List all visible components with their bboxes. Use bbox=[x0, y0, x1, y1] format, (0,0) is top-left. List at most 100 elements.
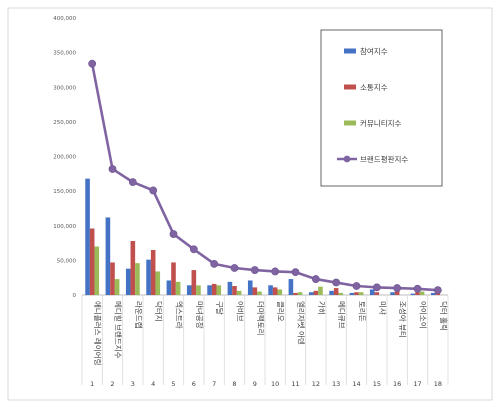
bar-3-12 bbox=[318, 286, 323, 295]
x-tick-label: 4 bbox=[151, 380, 155, 388]
bar-2-11 bbox=[293, 292, 298, 295]
legend-label: 커뮤니티지수 bbox=[360, 119, 401, 128]
y-tick-label: 250,000 bbox=[53, 120, 76, 126]
legend-swatch-3 bbox=[344, 120, 356, 126]
x-category-label: 클리오 bbox=[276, 301, 285, 322]
x-category-label: 가히 bbox=[317, 301, 327, 315]
bar-1-7 bbox=[207, 285, 212, 295]
line-point-18 bbox=[433, 286, 442, 295]
bar-1-5 bbox=[166, 280, 172, 295]
x-tick-label: 3 bbox=[131, 380, 135, 388]
line-point-13 bbox=[332, 278, 341, 287]
bar-3-1 bbox=[94, 246, 100, 295]
y-tick-label: 0 bbox=[73, 293, 77, 299]
bar-2-13 bbox=[333, 288, 339, 295]
bar-3-13 bbox=[338, 292, 344, 295]
line-point-14 bbox=[352, 282, 361, 290]
bar-2-15 bbox=[374, 292, 380, 295]
bar-1-9 bbox=[247, 280, 253, 295]
line-point-8 bbox=[230, 264, 239, 272]
y-tick-label: 200,000 bbox=[53, 155, 76, 161]
line-point-9 bbox=[250, 266, 259, 274]
line-point-15 bbox=[372, 283, 381, 292]
line-point-6 bbox=[189, 245, 198, 254]
x-category-label: 엑스트라 bbox=[175, 301, 185, 329]
bar-1-16 bbox=[390, 292, 395, 295]
line-point-16 bbox=[393, 284, 402, 292]
line-point-3 bbox=[128, 178, 137, 187]
legend-swatch-marker bbox=[343, 155, 351, 163]
x-tick-label: 18 bbox=[434, 380, 442, 388]
bar-1-11 bbox=[288, 279, 294, 295]
bar-2-8 bbox=[232, 285, 237, 295]
bar-1-17 bbox=[410, 293, 416, 295]
line-point-12 bbox=[311, 275, 320, 283]
bar-2-14 bbox=[354, 292, 359, 295]
legend-swatch-1 bbox=[344, 48, 356, 54]
bar-3-3 bbox=[135, 263, 140, 295]
bar-3-5 bbox=[175, 281, 181, 295]
x-category-label: 더마팩토리 bbox=[256, 301, 266, 336]
bar-3-9 bbox=[257, 291, 262, 295]
legend-label: 소통지수 bbox=[360, 83, 388, 92]
bar-3-14 bbox=[358, 292, 364, 295]
legend-label: 브랜드평판지수 bbox=[360, 154, 408, 164]
bar-2-7 bbox=[211, 283, 217, 295]
y-tick-label: 150,000 bbox=[53, 189, 76, 195]
x-tick-label: 9 bbox=[253, 380, 257, 388]
bar-3-2 bbox=[114, 279, 120, 295]
bar-3-11 bbox=[297, 292, 303, 295]
bar-1-1 bbox=[85, 178, 90, 295]
x-tick-label: 12 bbox=[312, 380, 320, 388]
x-tick-label: 7 bbox=[212, 380, 216, 388]
x-category-label: 닥터지 bbox=[154, 301, 164, 322]
bar-1-10 bbox=[268, 285, 273, 295]
bar-1-18 bbox=[430, 292, 436, 295]
bar-2-2 bbox=[110, 262, 115, 295]
bar-2-10 bbox=[272, 287, 278, 295]
line-point-11 bbox=[291, 268, 300, 277]
x-tick-label: 14 bbox=[352, 380, 360, 388]
bar-2-1 bbox=[89, 228, 95, 295]
x-category-label: 아비브 bbox=[236, 301, 246, 322]
bar-2-6 bbox=[191, 270, 197, 295]
x-category-label: 엘리자벳 아덴 bbox=[297, 301, 307, 345]
x-category-label: 조성아 뷰티 bbox=[398, 301, 408, 338]
x-tick-label: 2 bbox=[110, 380, 114, 388]
bar-1-12 bbox=[308, 292, 314, 295]
x-tick-label: 6 bbox=[192, 380, 196, 388]
y-tick-label: 300,000 bbox=[53, 85, 76, 91]
x-category-label: 라운드랩 bbox=[134, 301, 143, 329]
line-point-2 bbox=[108, 165, 117, 173]
bar-3-4 bbox=[155, 271, 161, 295]
line-point-7 bbox=[210, 259, 219, 268]
x-tick-label: 5 bbox=[171, 380, 175, 388]
x-category-label: 토리든 bbox=[358, 301, 367, 322]
x-tick-label: 8 bbox=[232, 380, 236, 388]
bar-3-10 bbox=[277, 289, 283, 295]
x-tick-label: 10 bbox=[271, 380, 279, 388]
bar-2-17 bbox=[415, 292, 420, 295]
bar-2-4 bbox=[150, 249, 156, 295]
legend-label: 참여지수 bbox=[360, 46, 388, 56]
y-tick-label: 50,000 bbox=[57, 258, 77, 264]
x-tick-label: 1 bbox=[90, 380, 94, 388]
bar-3-8 bbox=[236, 290, 242, 295]
x-tick-label: 17 bbox=[413, 380, 421, 388]
bar-1-8 bbox=[227, 281, 233, 295]
x-category-label: 구달 bbox=[215, 301, 224, 315]
bar-1-15 bbox=[369, 289, 375, 295]
x-tick-label: 15 bbox=[373, 380, 381, 388]
bar-2-5 bbox=[171, 262, 176, 295]
line-point-17 bbox=[413, 284, 422, 293]
bar-1-3 bbox=[125, 268, 131, 295]
bar-1-6 bbox=[186, 285, 192, 295]
x-category-label: 애니플러스 레이어링 bbox=[93, 301, 103, 365]
x-tick-label: 11 bbox=[291, 380, 299, 388]
x-category-label: 메디힐 브랜드지수 bbox=[114, 301, 124, 359]
bar-2-3 bbox=[130, 240, 136, 295]
x-category-label: 닥터 홀릭 bbox=[439, 301, 449, 331]
bar-1-4 bbox=[146, 259, 151, 295]
